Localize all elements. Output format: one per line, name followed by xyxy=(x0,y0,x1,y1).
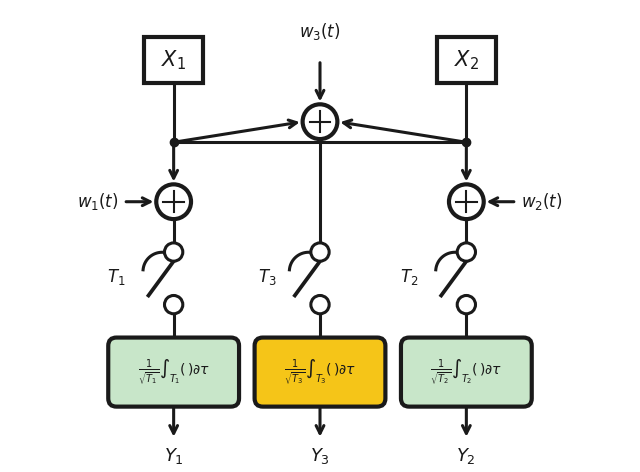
Text: $\frac{1}{\sqrt{T_2}}\int_{T_2}(\,)\partial\tau$: $\frac{1}{\sqrt{T_2}}\int_{T_2}(\,)\part… xyxy=(430,358,502,387)
Text: $X_2$: $X_2$ xyxy=(454,48,479,72)
Text: $w_1(t)$: $w_1(t)$ xyxy=(77,191,119,212)
FancyBboxPatch shape xyxy=(401,337,532,406)
Circle shape xyxy=(457,295,476,314)
Text: $\frac{1}{\sqrt{T_3}}\int_{T_3}(\,)\partial\tau$: $\frac{1}{\sqrt{T_3}}\int_{T_3}(\,)\part… xyxy=(284,358,356,387)
Text: $T_1$: $T_1$ xyxy=(107,267,125,287)
Text: $Y_3$: $Y_3$ xyxy=(310,447,330,466)
Text: $Y_1$: $Y_1$ xyxy=(164,447,184,466)
Circle shape xyxy=(303,104,337,139)
Text: $T_2$: $T_2$ xyxy=(400,267,419,287)
FancyBboxPatch shape xyxy=(436,37,496,83)
Text: $\frac{1}{\sqrt{T_1}}\int_{T_1}(\,)\partial\tau$: $\frac{1}{\sqrt{T_1}}\int_{T_1}(\,)\part… xyxy=(138,358,210,387)
Circle shape xyxy=(164,243,183,261)
Circle shape xyxy=(156,185,191,219)
Text: $w_2(t)$: $w_2(t)$ xyxy=(521,191,563,212)
FancyBboxPatch shape xyxy=(144,37,204,83)
Circle shape xyxy=(164,295,183,314)
Text: $w_3(t)$: $w_3(t)$ xyxy=(300,21,340,42)
FancyBboxPatch shape xyxy=(108,337,239,406)
Circle shape xyxy=(449,185,484,219)
FancyBboxPatch shape xyxy=(255,337,385,406)
Circle shape xyxy=(457,243,476,261)
Circle shape xyxy=(311,295,329,314)
Text: $Y_2$: $Y_2$ xyxy=(456,447,476,466)
Text: $X_1$: $X_1$ xyxy=(161,48,186,72)
Text: $T_3$: $T_3$ xyxy=(258,267,276,287)
Circle shape xyxy=(311,243,329,261)
